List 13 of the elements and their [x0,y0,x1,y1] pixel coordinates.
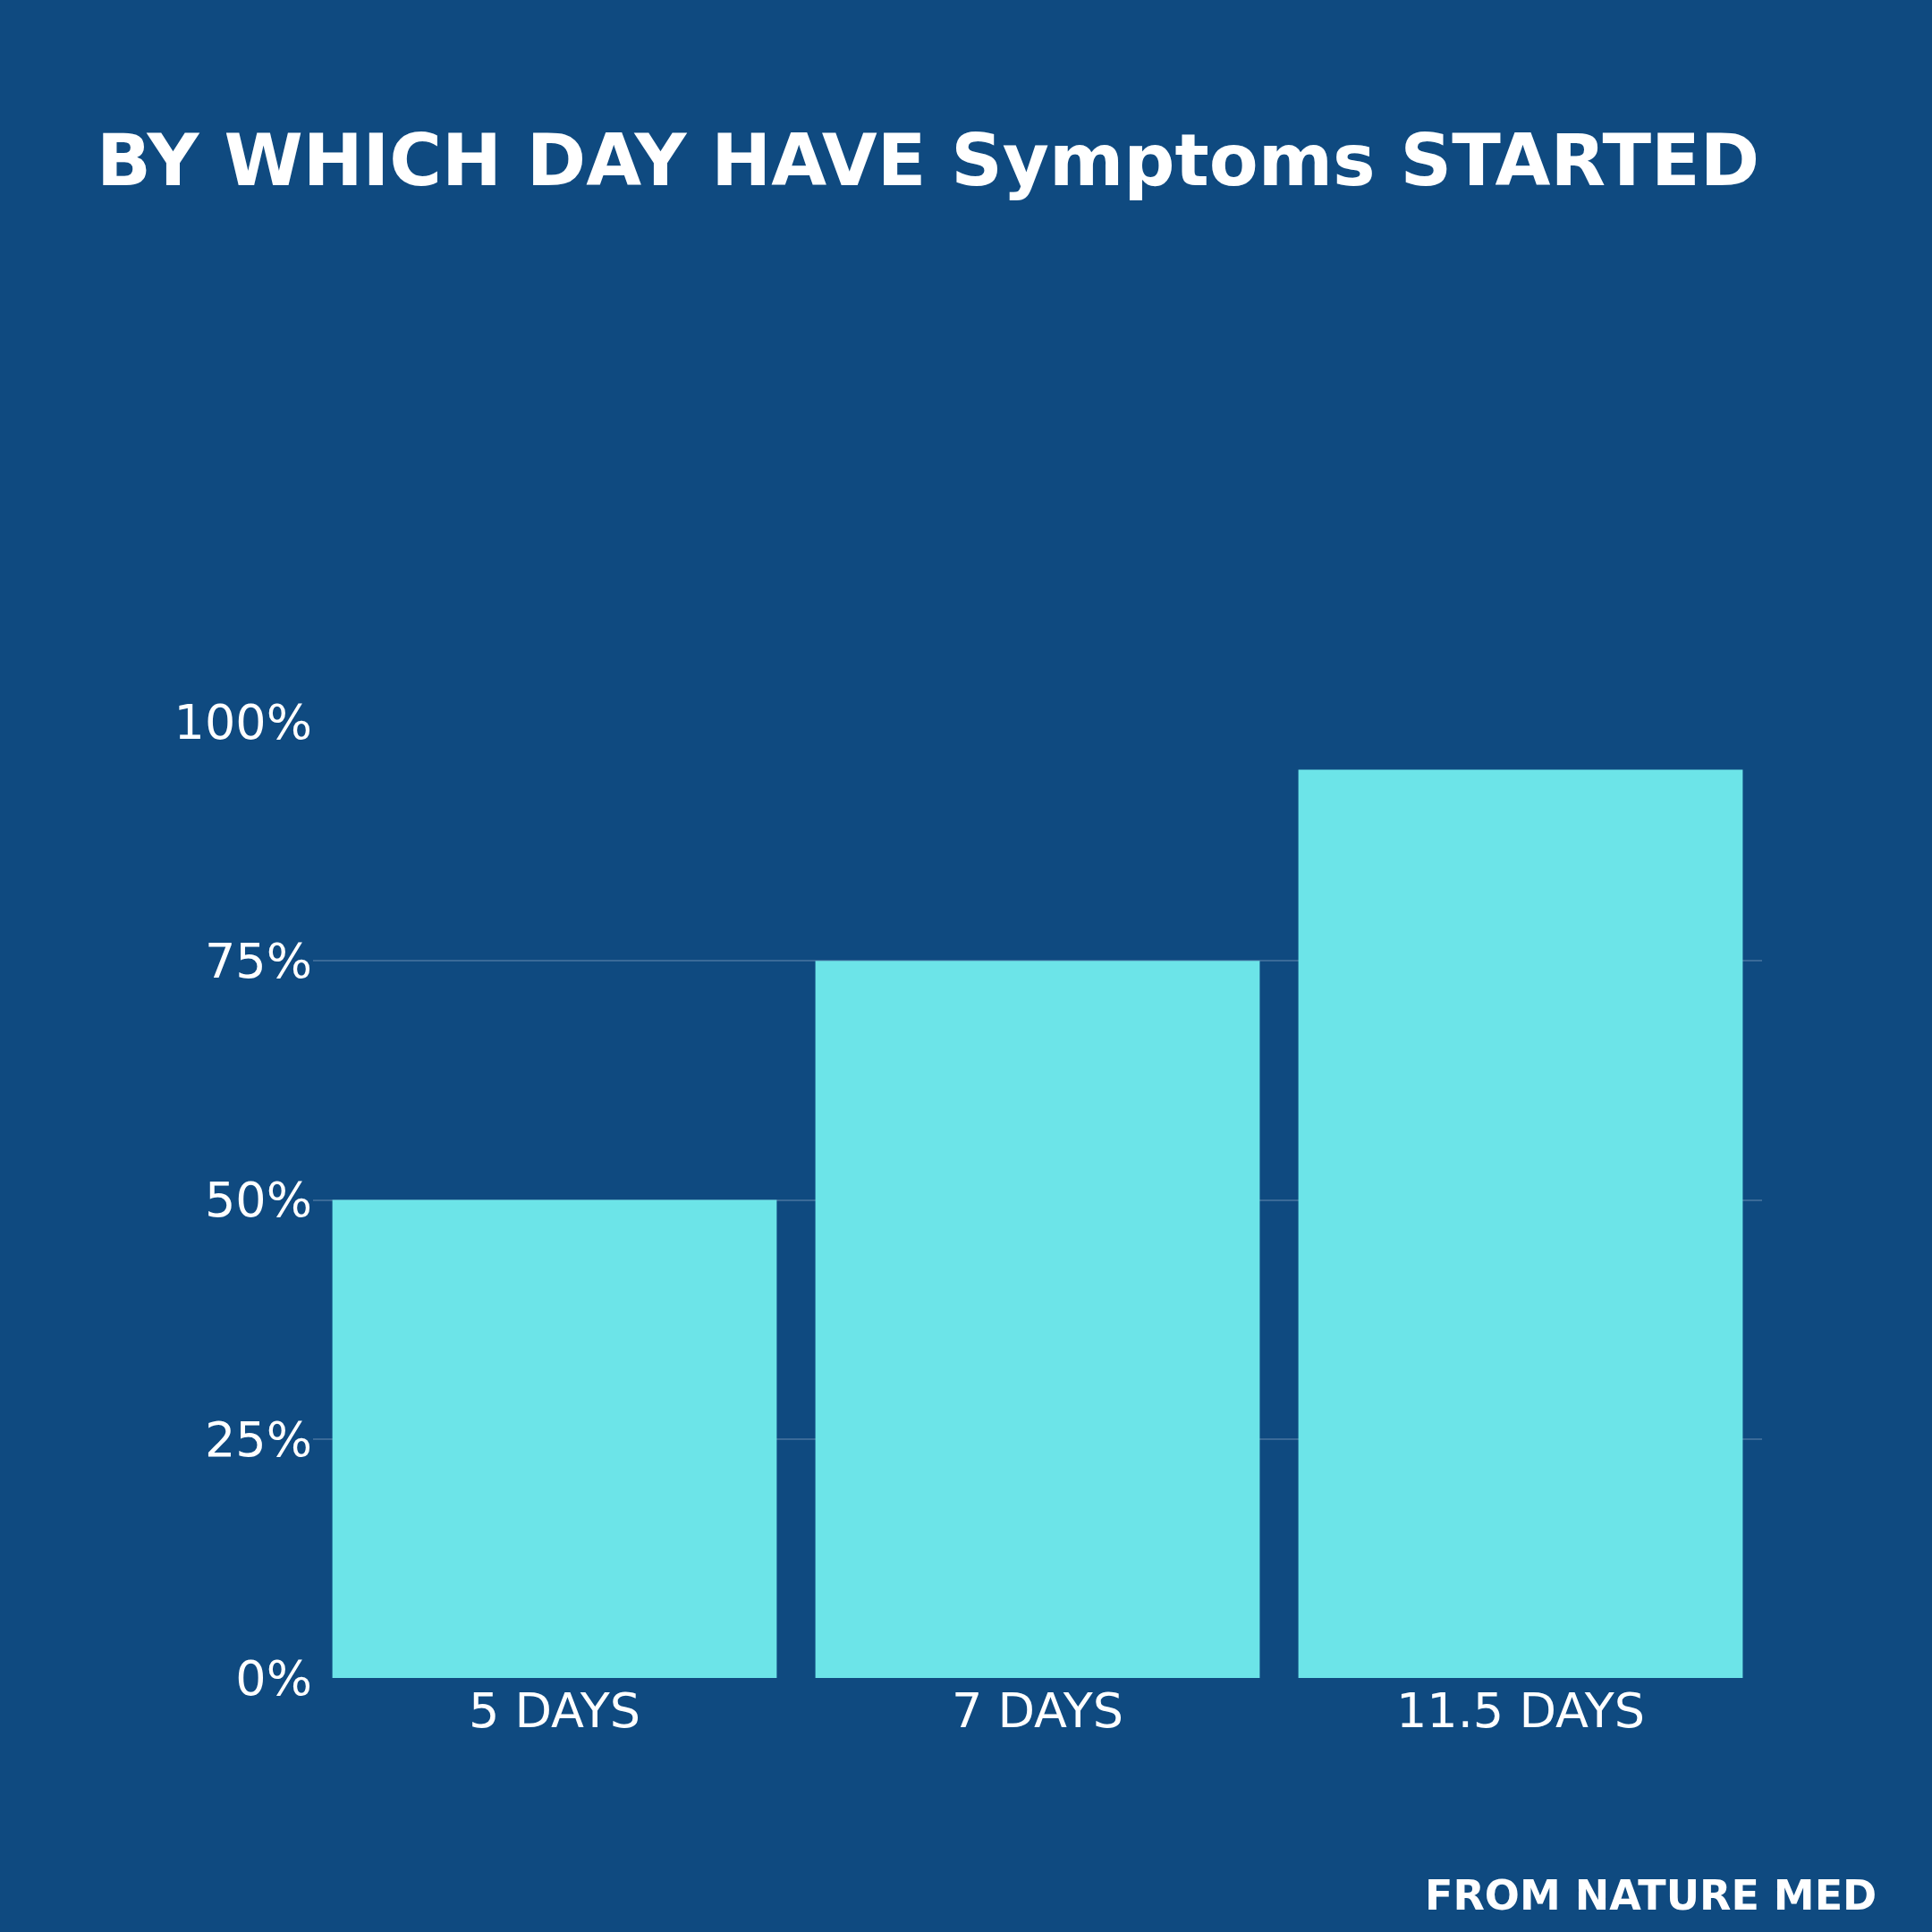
text: FROM NATURE MED [1425,1871,1877,1919]
bar [332,1199,777,1678]
x-tick-label: 5 DAYS [468,1682,641,1739]
chart-title: BY WHICH DAY HAVE Symptoms STARTED [97,119,1760,203]
y-tick-label: 50% [204,1172,312,1229]
bar [1298,769,1743,1678]
y-tick-label: 100% [174,693,312,750]
y-tick-label: 25% [204,1411,312,1468]
bar [815,961,1260,1678]
x-tick-label: 7 DAYS [951,1682,1124,1739]
x-tick-label: 11.5 DAYS [1395,1682,1646,1739]
y-tick-label: 0% [235,1649,312,1707]
y-tick-label: 75% [204,933,312,990]
